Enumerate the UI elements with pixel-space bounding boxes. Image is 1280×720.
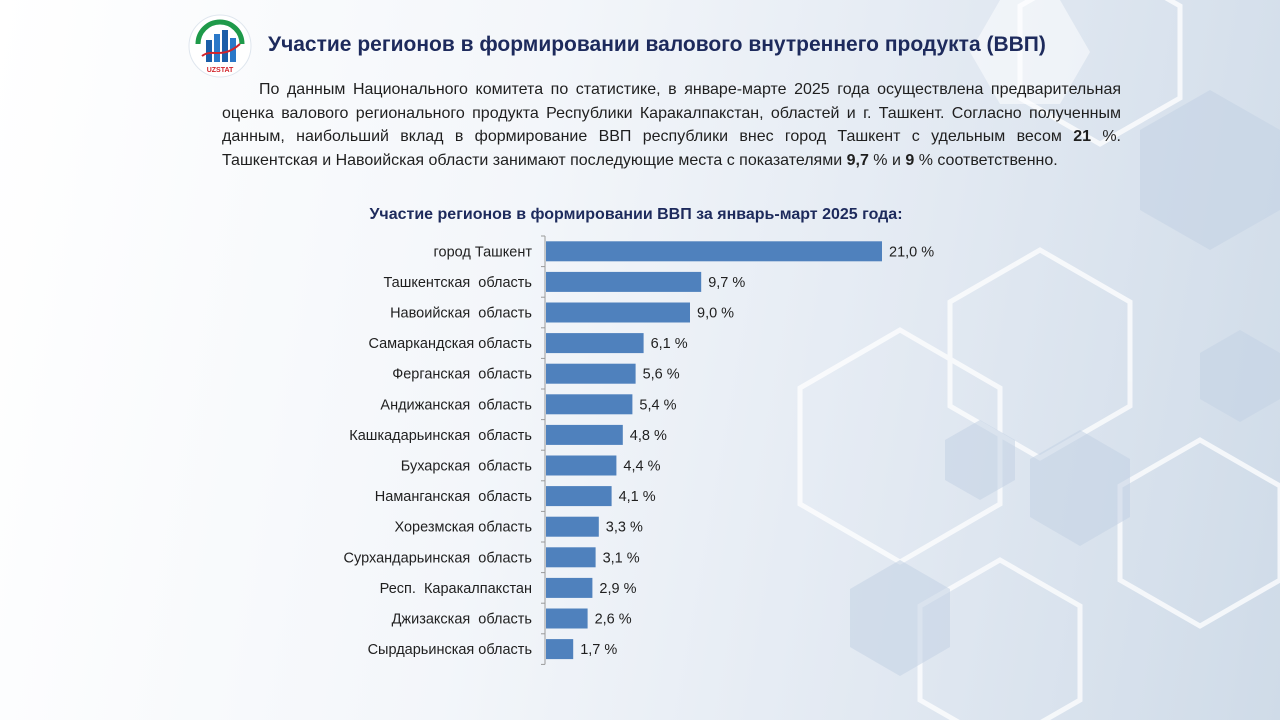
data-label: 2,9 % [599, 581, 636, 597]
data-label: 9,7 % [708, 275, 745, 291]
data-label: 4,1 % [619, 489, 656, 505]
category-label: Респ. Каракалпакстан [380, 581, 532, 597]
category-label: Навоийская область [390, 306, 532, 322]
data-label: 4,4 % [623, 459, 660, 475]
category-label: Самаркандская область [368, 336, 532, 352]
data-label: 2,6 % [595, 612, 632, 628]
data-label: 4,8 % [630, 428, 667, 444]
data-label: 3,1 % [603, 550, 640, 566]
bar [546, 271, 702, 292]
category-label: Джизакская область [392, 612, 532, 628]
category-label: Сырдарьинская область [368, 642, 532, 658]
bar [546, 608, 588, 629]
bar [546, 333, 644, 354]
category-label: город Ташкент [434, 244, 533, 260]
data-label: 1,7 % [580, 642, 617, 658]
bar [546, 455, 617, 476]
bar [546, 394, 633, 415]
bar [546, 424, 623, 445]
svg-text:UZSTAT: UZSTAT [207, 67, 234, 74]
category-label: Кашкадарьинская область [349, 428, 532, 444]
data-label: 3,3 % [606, 520, 643, 536]
intro-paragraph: По данным Национального комитета по стат… [222, 81, 1121, 169]
category-label: Андижанская область [380, 397, 532, 413]
bar [546, 577, 593, 598]
category-label: Хорезмская область [394, 520, 532, 536]
bar [546, 639, 574, 660]
bar-chart: город Ташкент 21,0 % Ташкентская область 9,… [344, 235, 934, 665]
page-title: Участие регионов в формировании валового… [268, 33, 1046, 56]
bar [546, 363, 636, 384]
bar [546, 547, 596, 568]
chart-title: Участие регионов в формировании ВВП за я… [369, 206, 903, 223]
bar [546, 241, 882, 262]
bar [546, 302, 690, 323]
data-label: 5,4 % [639, 397, 676, 413]
data-label: 9,0 % [697, 306, 734, 322]
bar [546, 516, 599, 537]
category-label: Ферганская область [392, 367, 532, 383]
category-label: Бухарская область [401, 459, 532, 475]
data-label: 5,6 % [643, 367, 680, 383]
bar [546, 486, 612, 507]
category-label: Наманганская область [375, 489, 532, 505]
uzstat-logo: UZSTAT [188, 14, 252, 78]
category-label: Сурхандарьинская область [344, 550, 532, 566]
category-label: Ташкентская область [383, 275, 532, 291]
data-label: 21,0 % [889, 244, 934, 260]
data-label: 6,1 % [651, 336, 688, 352]
